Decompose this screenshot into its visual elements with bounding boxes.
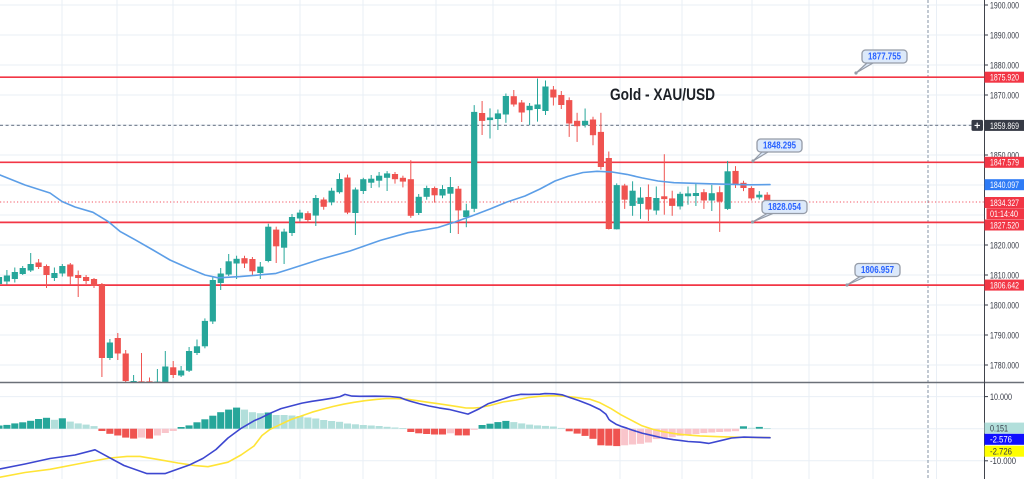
- svg-text:1900.000: 1900.000: [990, 0, 1019, 11]
- svg-text:1806.642: 1806.642: [990, 281, 1019, 292]
- svg-text:1847.579: 1847.579: [990, 158, 1019, 169]
- svg-text:1790.000: 1790.000: [990, 330, 1019, 341]
- svg-text:1834.327: 1834.327: [990, 198, 1019, 209]
- svg-text:1806.957: 1806.957: [861, 265, 894, 276]
- svg-text:1810.000: 1810.000: [990, 270, 1019, 281]
- svg-text:10.000: 10.000: [990, 392, 1012, 403]
- svg-text:1840.097: 1840.097: [990, 180, 1019, 191]
- svg-text:-2.576: -2.576: [990, 435, 1012, 446]
- svg-text:-10.000: -10.000: [990, 456, 1016, 467]
- svg-text:1800.000: 1800.000: [990, 300, 1019, 311]
- svg-text:1850.000: 1850.000: [990, 150, 1019, 161]
- svg-text:1859.869: 1859.869: [990, 121, 1019, 132]
- svg-text:1890.000: 1890.000: [990, 30, 1019, 41]
- svg-text:1827.520: 1827.520: [990, 220, 1019, 231]
- svg-text:0.151: 0.151: [990, 424, 1008, 435]
- svg-text:1870.000: 1870.000: [990, 90, 1019, 101]
- svg-text:01:14:40: 01:14:40: [990, 209, 1018, 220]
- svg-text:1875.920: 1875.920: [990, 73, 1019, 84]
- svg-text:1820.000: 1820.000: [990, 240, 1019, 251]
- svg-text:1828.054: 1828.054: [768, 202, 801, 213]
- svg-text:1877.755: 1877.755: [868, 52, 901, 63]
- svg-text:1880.000: 1880.000: [990, 60, 1019, 71]
- svg-text:-2.726: -2.726: [990, 447, 1012, 458]
- svg-text:1848.295: 1848.295: [763, 141, 796, 152]
- svg-text:Gold - XAU/USD: Gold - XAU/USD: [610, 85, 715, 104]
- svg-text:1780.000: 1780.000: [990, 360, 1019, 371]
